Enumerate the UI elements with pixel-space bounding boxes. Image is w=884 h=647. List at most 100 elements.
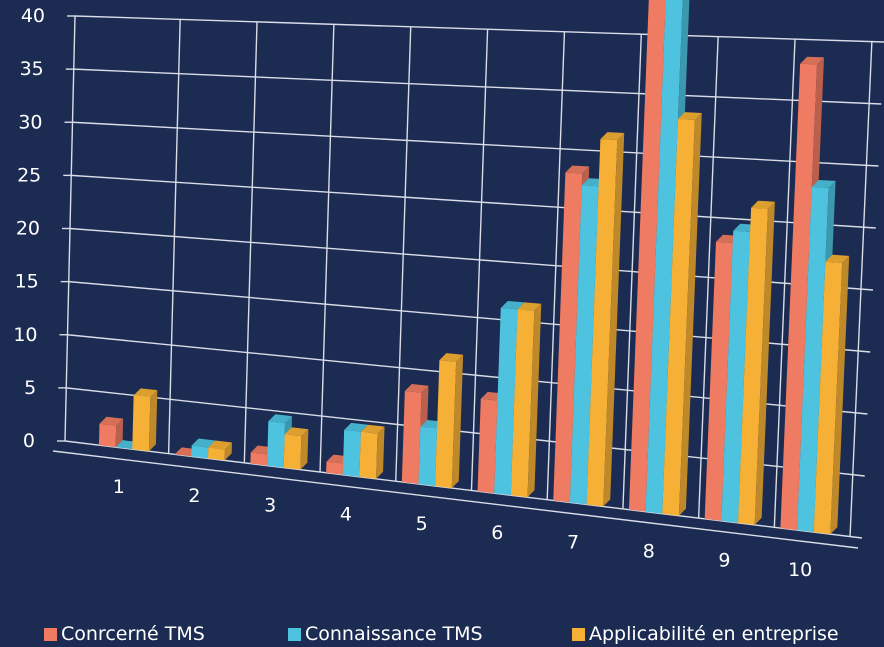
gridline-v <box>773 39 796 528</box>
x-tick-label: 1 <box>113 476 125 498</box>
bar-3-9 <box>737 200 775 525</box>
x-tick-label: 4 <box>340 504 352 526</box>
x-tick-label: 9 <box>718 550 730 572</box>
bar-front <box>813 261 843 535</box>
y-tick-label: 20 <box>16 218 40 240</box>
gridline-v <box>319 24 335 473</box>
bar-front <box>98 423 117 448</box>
legend-label-concerne: Conrcerné TMS <box>61 623 205 645</box>
gridline-h <box>72 121 879 167</box>
y-tick-label: 30 <box>18 111 42 133</box>
x-tick-label: 3 <box>264 494 276 516</box>
y-tick-label: 10 <box>13 324 37 346</box>
bar-front <box>250 452 268 466</box>
bar-side <box>678 112 702 516</box>
legend-item-connaissance: Connaissance TMS <box>288 622 572 646</box>
bar-front <box>267 421 286 468</box>
bar-front <box>645 0 683 514</box>
bar-top <box>800 56 825 65</box>
bar-top <box>751 200 775 209</box>
bar-3-4 <box>359 424 385 479</box>
bar-side <box>830 255 850 535</box>
gridline-v <box>243 21 258 463</box>
x-axis-ticks: 1 2 3 4 5 6 7 8 9 10 <box>113 476 813 581</box>
gridline-v <box>546 31 566 500</box>
bar-front <box>401 390 422 485</box>
bar-top <box>191 438 216 448</box>
y-tick-label: 0 <box>23 430 35 452</box>
bar-front <box>326 461 344 475</box>
gridline-v <box>697 36 719 519</box>
x-tick-label: 8 <box>643 541 655 563</box>
bar-top <box>439 353 464 362</box>
legend: Conrcerné TMS Connaissance TMS Applicabi… <box>44 622 839 646</box>
bar-front <box>586 139 618 507</box>
legend-swatch-applicabilite <box>572 627 585 641</box>
bar-front <box>435 360 457 489</box>
bar-side <box>224 442 232 461</box>
bar-side <box>527 303 542 498</box>
bar-side <box>754 201 775 525</box>
x-tick-label: 2 <box>188 485 200 507</box>
bar-front <box>553 172 583 503</box>
bar-top <box>811 179 836 188</box>
bars <box>98 0 850 535</box>
bar-front <box>191 445 209 459</box>
bar-front <box>721 230 751 523</box>
gridline-v <box>470 29 489 491</box>
bar-top <box>404 383 429 393</box>
bar-3-5 <box>435 353 464 489</box>
bar-front <box>628 0 666 512</box>
y-tick-label: 15 <box>15 271 39 293</box>
bar-front <box>418 426 438 487</box>
bar-1-1 <box>98 416 124 448</box>
bar-top <box>284 427 309 437</box>
bar-front <box>477 398 498 494</box>
gridline-v <box>64 15 76 442</box>
x-tick-label: 7 <box>567 531 579 553</box>
bar-side <box>115 418 124 448</box>
bar-top <box>677 112 702 120</box>
gridline-h <box>74 15 884 43</box>
y-tick-label: 40 <box>21 5 45 27</box>
bar-top <box>133 388 158 398</box>
bar-top <box>344 422 368 432</box>
bar-3-3 <box>283 427 309 470</box>
bar-side <box>451 354 464 489</box>
bar-3-8 <box>662 112 702 516</box>
x-tick-label: 5 <box>416 513 428 535</box>
bar-top <box>500 300 525 310</box>
legend-label-connaissance: Connaissance TMS <box>305 623 483 645</box>
bar-front <box>132 395 151 452</box>
bar-3-2 <box>207 440 232 461</box>
bar-top <box>565 165 590 174</box>
legend-swatch-connaissance <box>288 627 301 641</box>
gridline-h <box>73 68 882 105</box>
bar-top <box>360 424 385 434</box>
bar-front <box>569 185 599 505</box>
bar-front <box>797 186 829 533</box>
bar-side <box>376 426 385 479</box>
gridline-v <box>622 34 642 509</box>
bar-top <box>825 254 850 263</box>
gridline-h <box>71 174 876 229</box>
bar-front <box>342 429 361 477</box>
bar-top <box>208 440 232 450</box>
bar-top <box>268 414 293 424</box>
grid-lines <box>52 15 884 549</box>
bar-front <box>780 63 818 531</box>
bar-3-10 <box>813 254 850 535</box>
gridline-v <box>395 26 412 482</box>
x-tick-label: 10 <box>788 559 812 581</box>
bar-side <box>603 132 625 507</box>
bar-front <box>510 309 535 498</box>
bar-front <box>662 119 695 516</box>
bar-front <box>207 447 225 461</box>
y-tick-label: 35 <box>20 58 44 80</box>
legend-label-applicabilite: Applicabilité en entreprise <box>589 623 839 645</box>
bar-3-6 <box>510 302 542 498</box>
x-tick-label: 6 <box>491 522 503 544</box>
bar-front <box>494 307 518 496</box>
gridline-v <box>849 41 873 537</box>
